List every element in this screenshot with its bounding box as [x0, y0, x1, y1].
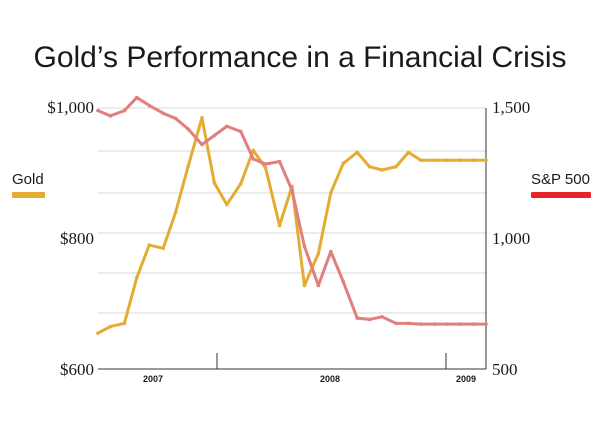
gold-point-0 — [96, 331, 100, 335]
gold-point-8 — [200, 115, 204, 120]
gold-line — [96, 116, 488, 335]
gold-point-2 — [122, 321, 127, 326]
sp500-line — [96, 96, 488, 326]
left-legend-label: Gold — [12, 171, 44, 188]
gold-point-19 — [341, 161, 346, 166]
gold-point-10 — [225, 202, 229, 207]
sp500-point-20 — [355, 316, 359, 320]
sp500-legend-swatch — [531, 192, 591, 198]
gold-point-5 — [161, 246, 165, 251]
sp500-point-15 — [290, 188, 294, 193]
sp500-point-8 — [200, 142, 204, 147]
gold-point-1 — [108, 324, 113, 329]
sp500-point-28 — [457, 322, 462, 326]
gold-point-21 — [367, 164, 372, 169]
x-tick-2008: 2008 — [320, 374, 340, 384]
chart-title: Gold’s Performance in a Financial Crisis — [34, 41, 567, 74]
gold-legend-swatch — [12, 192, 45, 198]
grid-lines — [98, 107, 486, 314]
gold-point-17 — [316, 251, 321, 256]
right-tick-1000: 1,000 — [492, 229, 530, 248]
sp500-point-7 — [186, 127, 190, 131]
gold-point-14 — [277, 223, 282, 228]
x-tick-2009: 2009 — [456, 374, 476, 384]
sp500-point-17 — [316, 283, 321, 288]
sp500-point-6 — [173, 116, 178, 121]
sp500-point-1 — [108, 114, 113, 118]
sp500-point-16 — [302, 244, 307, 249]
right-legend-label: S&P 500 — [531, 171, 590, 188]
gold-point-4 — [147, 243, 152, 247]
sp500-point-21 — [367, 317, 372, 322]
gold-point-23 — [394, 164, 398, 169]
right-tick-1500: 1,500 — [492, 98, 530, 117]
sp500-point-0 — [96, 108, 100, 113]
sp500-point-11 — [238, 129, 243, 134]
sp500-point-30 — [484, 322, 488, 326]
gold-point-28 — [457, 158, 462, 162]
sp500-point-9 — [212, 133, 217, 138]
gold-point-12 — [251, 148, 255, 153]
sp500-point-23 — [394, 321, 398, 326]
gold-point-29 — [471, 158, 476, 162]
series-layer — [96, 95, 488, 335]
left-tick-800: $800 — [60, 229, 94, 248]
gold-point-30 — [484, 158, 488, 162]
gold-point-27 — [445, 158, 450, 162]
gold-point-13 — [263, 166, 268, 170]
sp500-point-25 — [419, 322, 423, 326]
gold-point-26 — [432, 158, 437, 162]
sp500-point-3 — [135, 95, 139, 100]
right-tick-500: 500 — [492, 360, 518, 379]
sp500-point-12 — [251, 157, 255, 161]
sp500-point-5 — [161, 111, 165, 116]
gold-point-24 — [406, 150, 411, 155]
gold-point-3 — [135, 275, 139, 280]
sp500-point-2 — [122, 108, 127, 113]
sp500-point-4 — [147, 103, 152, 108]
sp500-point-19 — [341, 279, 346, 284]
sp500-point-22 — [380, 315, 384, 319]
gold-point-18 — [329, 191, 333, 195]
sp500-point-14 — [277, 159, 282, 164]
sp500-point-26 — [432, 322, 437, 326]
gold-point-22 — [380, 168, 384, 172]
sp500-point-13 — [263, 162, 268, 166]
gold-point-20 — [355, 150, 359, 155]
left-tick-1000: $1,000 — [47, 98, 94, 117]
gold-series — [96, 115, 488, 335]
x-tick-2007: 2007 — [143, 374, 163, 384]
gold-point-16 — [302, 283, 307, 288]
gold-point-9 — [212, 181, 217, 185]
left-tick-600: $600 — [60, 360, 94, 379]
gold-point-7 — [186, 164, 190, 169]
sp500-point-18 — [329, 249, 333, 254]
sp500-point-10 — [225, 124, 229, 129]
sp500-point-29 — [471, 322, 476, 326]
sp500-series — [96, 95, 488, 326]
gold-point-25 — [419, 158, 423, 162]
sp500-point-27 — [445, 322, 450, 326]
gold-point-6 — [173, 210, 178, 215]
gold-point-11 — [238, 181, 243, 186]
sp500-point-24 — [406, 321, 411, 326]
